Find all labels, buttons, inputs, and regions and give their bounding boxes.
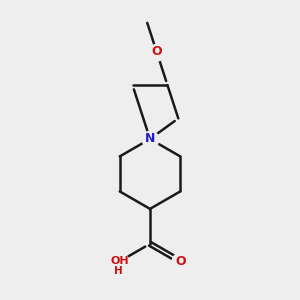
Text: OH: OH [110, 256, 129, 266]
Text: O: O [152, 45, 162, 58]
Text: O: O [175, 255, 186, 268]
Text: H: H [113, 266, 122, 275]
Text: N: N [145, 133, 155, 146]
